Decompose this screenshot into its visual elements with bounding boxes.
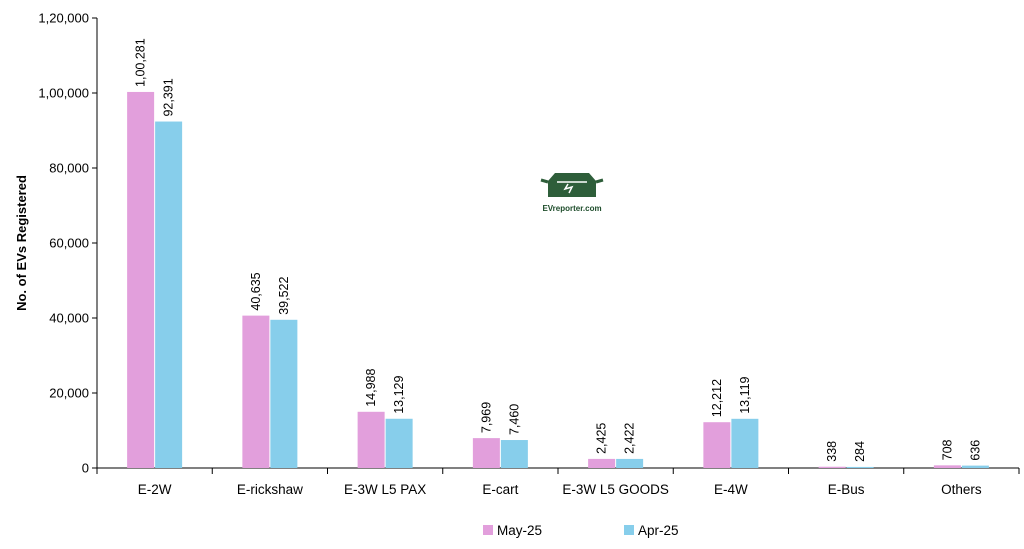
bar — [616, 458, 644, 468]
y-tick-label: 40,000 — [49, 311, 89, 326]
data-label: 92,391 — [162, 78, 176, 116]
x-category-label: E-Bus — [828, 482, 865, 497]
bar — [472, 438, 500, 468]
car-charging-logo-icon — [548, 173, 596, 197]
legend-swatch — [483, 525, 493, 535]
y-axis-title: No. of EVs Registered — [14, 175, 29, 311]
watermark-logo: EVreporter.com — [540, 173, 604, 213]
legend-label: Apr-25 — [638, 523, 679, 538]
x-category-label: E-2W — [138, 482, 172, 497]
data-label: 7,460 — [507, 404, 521, 435]
x-category-label: E-3W L5 PAX — [344, 482, 426, 497]
bar — [731, 418, 759, 468]
y-axis: 0 20,000 40,000 60,000 80,000 1,00,000 1,20,00… — [38, 11, 98, 476]
bar — [588, 458, 616, 468]
data-label: 284 — [853, 441, 867, 462]
x-category-label: E-cart — [482, 482, 518, 497]
y-tick-label: 60,000 — [49, 236, 89, 251]
data-label: 14,988 — [364, 369, 378, 407]
bar — [703, 422, 731, 468]
watermark-text: EVreporter.com — [542, 204, 601, 213]
data-label: 1,00,281 — [134, 38, 148, 87]
data-label: 13,129 — [392, 375, 406, 413]
bar — [933, 465, 961, 468]
data-label: 2,425 — [595, 423, 609, 454]
data-label: 636 — [968, 440, 982, 461]
data-label: 2,422 — [623, 423, 637, 454]
y-tick-label: 1,20,000 — [38, 11, 89, 26]
x-axis: E-2W E-rickshaw E-3W L5 PAX E-cart E-3W L5 G… — [96, 467, 1020, 497]
bar — [270, 319, 298, 468]
bar — [500, 440, 528, 468]
data-labels: 1,00,281 92,391 40,635 39,522 14,988 13,129 7,… — [134, 38, 983, 462]
bar — [242, 315, 270, 468]
legend: May-25 Apr-25 — [483, 523, 679, 538]
y-tick-label: 20,000 — [49, 386, 89, 401]
data-label: 40,635 — [249, 272, 263, 310]
bar — [961, 465, 989, 468]
data-label: 7,969 — [479, 402, 493, 433]
bars — [127, 91, 989, 468]
x-category-label: E-3W L5 GOODS — [562, 482, 669, 497]
legend-swatch — [624, 525, 634, 535]
x-category-label: Others — [941, 482, 982, 497]
y-tick-label: 1,00,000 — [38, 86, 89, 101]
data-label: 708 — [940, 439, 954, 460]
legend-label: May-25 — [497, 523, 542, 538]
y-tick-label: 0 — [82, 461, 89, 476]
data-label: 338 — [825, 441, 839, 462]
x-category-label: E-rickshaw — [237, 482, 303, 497]
data-label: 12,212 — [710, 379, 724, 417]
data-label: 13,119 — [738, 376, 752, 413]
y-tick-label: 80,000 — [49, 161, 89, 176]
bar — [385, 418, 413, 468]
bar — [357, 411, 385, 468]
bar — [846, 466, 874, 468]
data-label: 39,522 — [277, 277, 291, 315]
bar — [818, 466, 846, 468]
x-category-label: E-4W — [714, 482, 748, 497]
bar — [155, 121, 183, 468]
bar — [127, 91, 155, 468]
